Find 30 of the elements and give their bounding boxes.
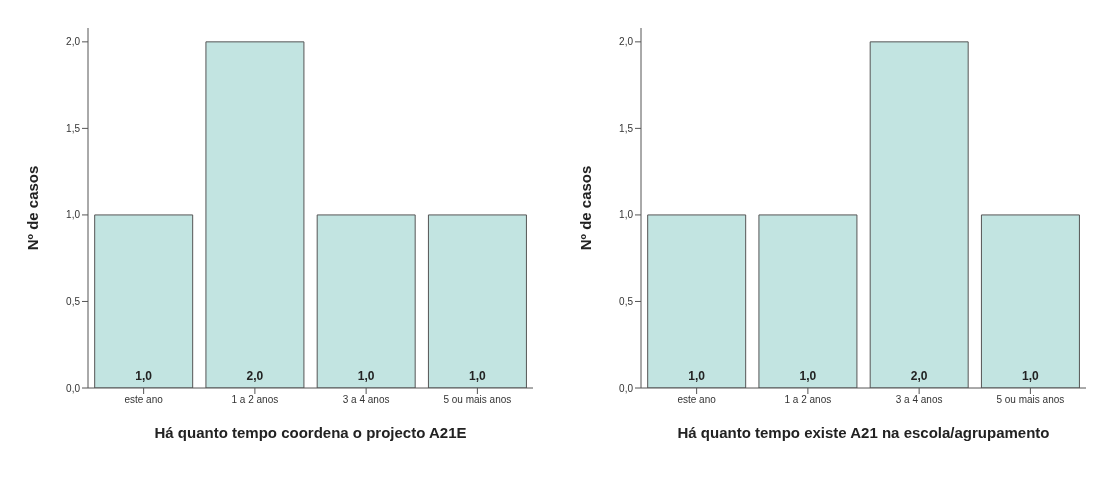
y-tick-label: 0,5 [619,296,634,308]
y-tick-label: 0,0 [619,382,634,394]
y-tick-label: 0,5 [66,296,81,308]
data-label: 1,0 [688,369,706,383]
x-tick-label: 5 ou mais anos [443,394,512,406]
data-label: 1,0 [1022,369,1040,383]
data-label: 1,0 [799,369,817,383]
y-tick-label: 1,0 [66,209,81,221]
x-tick-label: este ano [677,394,717,406]
data-label: 1,0 [357,369,375,383]
y-tick-label: 2,0 [66,36,81,48]
y-axis-title: Nº de casos [24,165,42,251]
x-tick-label: 3 a 4 anos [342,394,390,406]
x-tick-label: 1 a 2 anos [784,394,832,406]
x-axis-title: Há quanto tempo coordena o projecto A21E [154,424,467,441]
x-tick-label: 3 a 4 anos [895,394,943,406]
data-label: 2,0 [910,369,928,383]
y-tick-label: 1,5 [619,122,634,134]
x-tick-label: 1 a 2 anos [231,394,279,406]
x-tick-label: este ano [124,394,164,406]
x-tick-label: 5 ou mais anos [996,394,1065,406]
data-label: 1,0 [135,369,153,383]
y-tick-label: 1,5 [66,122,81,134]
x-axis-title: Há quanto tempo existe A21 na escola/agrupamento [677,424,1050,441]
data-label: 2,0 [246,369,264,383]
y-axis-title: Nº de casos [577,165,595,251]
y-tick-label: 0,0 [66,382,81,394]
data-label: 1,0 [469,369,487,383]
y-tick-label: 1,0 [619,209,634,221]
y-tick-label: 2,0 [619,36,634,48]
